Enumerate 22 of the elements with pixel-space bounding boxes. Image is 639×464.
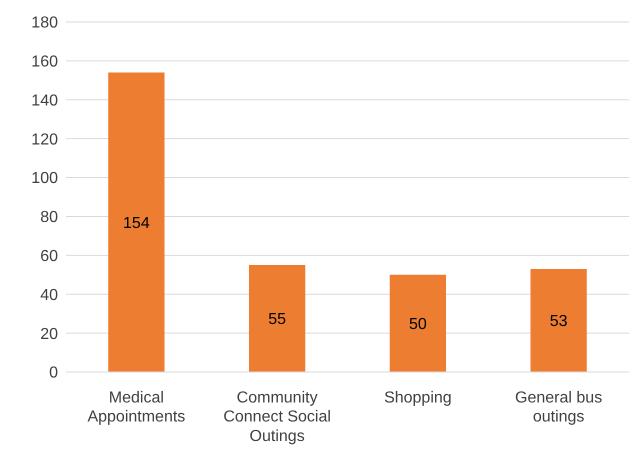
x-tick-label: General bus outings xyxy=(515,389,602,426)
bar xyxy=(530,268,587,372)
y-tick-label: 40 xyxy=(40,286,58,304)
x-tick-label: Shopping xyxy=(384,389,452,406)
data-label: 50 xyxy=(408,316,427,334)
y-tick-label: 180 xyxy=(31,14,58,32)
bar xyxy=(390,274,446,372)
data-label: 154 xyxy=(123,214,150,232)
data-label: 55 xyxy=(268,311,286,328)
y-tick-label: 160 xyxy=(31,54,58,71)
y-tick-label: 80 xyxy=(40,209,58,226)
bar xyxy=(248,265,306,372)
y-tick-label: 100 xyxy=(31,170,58,188)
bar xyxy=(108,72,165,372)
x-tick-label: Community Connect Social Outings xyxy=(223,389,331,445)
y-tick-label: 140 xyxy=(31,92,58,110)
y-tick-label: 20 xyxy=(40,326,58,343)
data-label: 53 xyxy=(550,313,568,330)
x-tick-label: Medical Appointments xyxy=(87,389,186,426)
y-tick-label: 0 xyxy=(49,364,58,382)
y-tick-label: 120 xyxy=(31,131,58,148)
y-tick-label: 60 xyxy=(40,248,58,266)
